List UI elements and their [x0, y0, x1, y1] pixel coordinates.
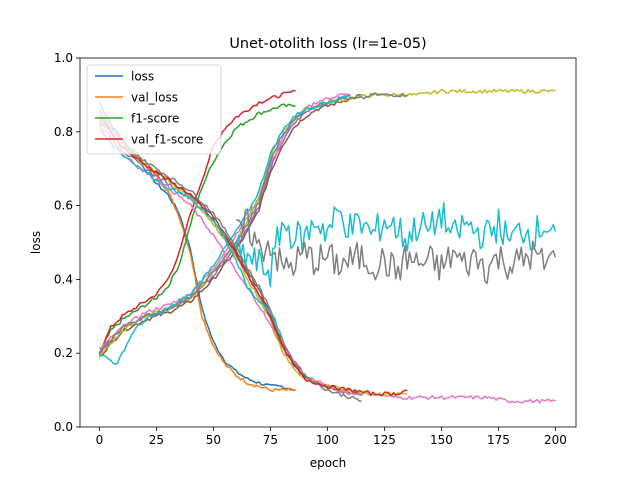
series-line-18 [235, 201, 557, 288]
x-tick-label: 175 [487, 433, 510, 447]
legend-label: val_loss [131, 91, 178, 105]
y-tick-label: 0.0 [54, 420, 73, 434]
series-line-3 [98, 103, 296, 354]
y-axis: 0.0 0.2 0.4 0.6 0.8 1.0 [54, 51, 80, 434]
series-line-15 [98, 112, 362, 402]
x-tick-label: 25 [149, 433, 164, 447]
series-line-4 [98, 89, 296, 355]
y-axis-label: loss [29, 231, 43, 254]
x-tick-label: 75 [263, 433, 278, 447]
series-layer [98, 88, 557, 404]
x-tick-label: 200 [544, 433, 567, 447]
y-tick-label: 0.4 [54, 272, 73, 286]
x-tick-label: 150 [430, 433, 453, 447]
legend: loss val_loss f1-score val_f1-score [86, 64, 222, 155]
chart-title: Unet-otolith loss (lr=1e-05) [229, 36, 426, 52]
series-line-9 [98, 92, 408, 355]
x-tick-label: 100 [316, 433, 339, 447]
y-tick-label: 1.0 [54, 51, 73, 65]
series-line-19 [236, 208, 557, 285]
legend-label: val_f1-score [131, 133, 203, 147]
series-line-10 [99, 94, 351, 365]
x-tick-label: 125 [373, 433, 396, 447]
x-axis: 0 25 50 75 100 125 150 175 200 [96, 427, 567, 447]
x-tick-label: 0 [96, 433, 104, 447]
x-axis-label: epoch [310, 456, 347, 470]
legend-label: f1-score [131, 112, 179, 126]
y-tick-label: 0.2 [54, 346, 73, 360]
series-line-16 [98, 116, 408, 397]
legend-box [86, 64, 222, 155]
plot-frame [79, 57, 577, 428]
x-tick-label: 50 [206, 433, 221, 447]
series-line-17 [99, 131, 283, 339]
series-line-6 [99, 94, 362, 357]
legend-label: loss [131, 70, 154, 84]
y-tick-label: 0.8 [54, 125, 73, 139]
y-tick-label: 0.6 [54, 199, 73, 213]
